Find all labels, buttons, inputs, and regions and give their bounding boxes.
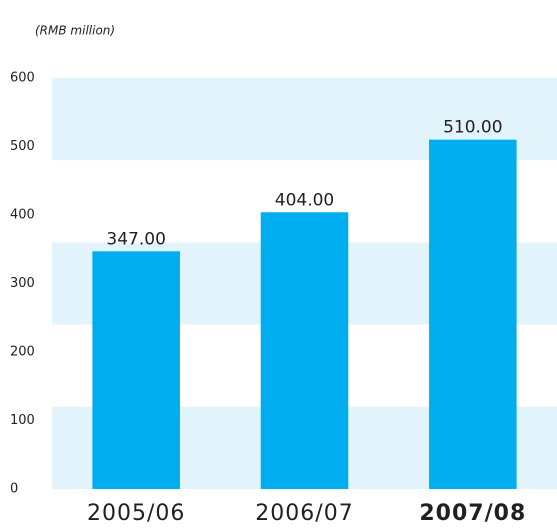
y-tick-label: 200: [10, 345, 35, 360]
chart-title: (RMB million): [35, 24, 115, 38]
bar: [92, 251, 180, 489]
y-tick-label: 0: [10, 482, 18, 497]
bar: [260, 212, 349, 489]
x-tick-label: 2005/06: [87, 501, 185, 526]
y-tick-label: 300: [10, 276, 35, 291]
y-tick-label: 600: [10, 71, 35, 86]
x-tick-label: 2007/08: [419, 501, 526, 526]
y-tick-label: 100: [10, 413, 35, 428]
value-label: 404.00: [275, 190, 334, 210]
y-tick-label: 500: [10, 139, 35, 154]
y-tick-label: 400: [10, 208, 35, 223]
x-tick-label: 2006/07: [255, 501, 353, 526]
value-label: 347.00: [106, 229, 165, 249]
bar: [429, 139, 517, 489]
value-label: 510.00: [443, 118, 502, 138]
